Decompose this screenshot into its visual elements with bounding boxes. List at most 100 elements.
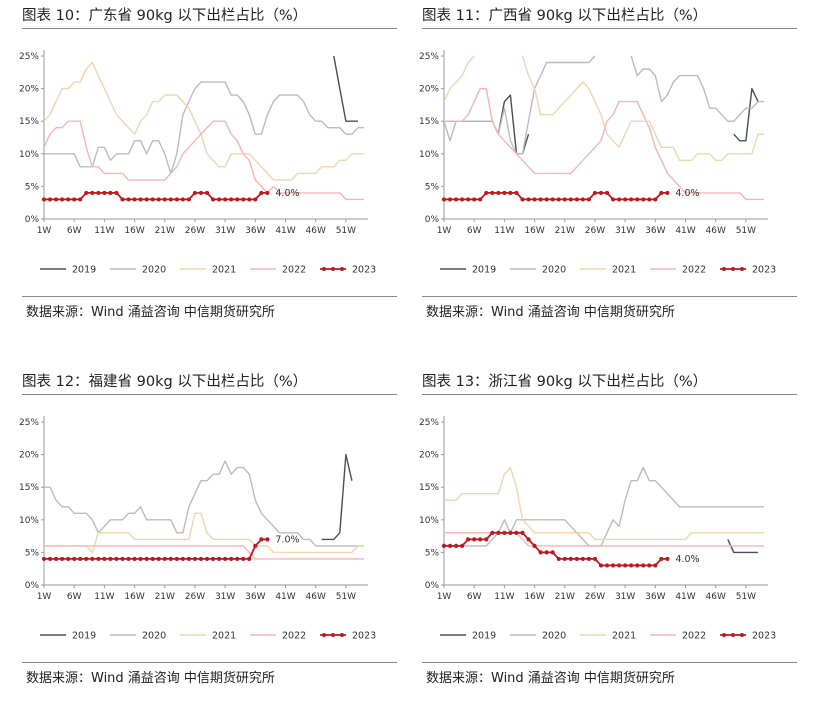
- series-point-2023: [96, 190, 101, 196]
- series-point-2023: [72, 197, 77, 202]
- x-tick-label: 51W: [736, 226, 756, 236]
- series-point-2023: [210, 556, 216, 562]
- series-point-2023: [41, 197, 47, 202]
- series-point-2023: [198, 190, 204, 196]
- series-point-2023: [580, 556, 585, 562]
- series-point-2023: [659, 190, 664, 196]
- series-point-2023: [198, 556, 204, 562]
- legend-item-2023: 2023: [320, 631, 376, 642]
- series-point-2023: [453, 197, 459, 202]
- y-tick-label: 15%: [419, 117, 439, 127]
- series-point-2023: [653, 197, 658, 202]
- series-point-2023: [466, 197, 471, 202]
- series-point-2023: [265, 190, 270, 196]
- x-tick-label: 21W: [555, 226, 575, 236]
- series-point-2023: [653, 563, 658, 568]
- series-point-2023: [241, 556, 246, 562]
- x-tick-label: 1W: [437, 592, 452, 602]
- series-point-2023: [114, 190, 119, 196]
- series-line-2020: [44, 81, 364, 175]
- series-point-2023: [616, 197, 622, 202]
- series-line-2023: [44, 192, 268, 201]
- legend-marker: [740, 267, 744, 271]
- x-tick-label: 31W: [215, 226, 235, 236]
- x-tick-label: 46W: [706, 226, 726, 236]
- y-tick-label: 15%: [19, 483, 39, 493]
- legend-item-2019: 2019: [440, 631, 496, 642]
- series-point-2023: [259, 190, 264, 196]
- legend-item-2019: 2019: [40, 631, 96, 642]
- series-point-2023: [216, 197, 222, 202]
- x-tick-label: 36W: [245, 226, 265, 236]
- data-label: 4.0%: [675, 188, 699, 199]
- series-line-2019: [727, 539, 758, 554]
- legend-item-2022: 2022: [250, 631, 306, 642]
- series-point-2023: [490, 530, 495, 535]
- source-note: 数据来源：Wind 涌益咨询 中信期货研究所: [26, 305, 275, 320]
- line-chart-guangxi: 0% 5% 10% 15% 20% 25% 1W 6W 11W 16W 21W 26W 31W 36W 41…: [419, 50, 776, 276]
- series-point-2023: [629, 197, 634, 202]
- series-point-2023: [574, 197, 579, 202]
- legend-item-2019: 2019: [440, 265, 496, 276]
- legend-marker: [322, 267, 326, 271]
- legend-item-2021: 2021: [580, 265, 636, 276]
- series-point-2023: [520, 530, 525, 535]
- legend-item-2020: 2020: [110, 631, 166, 642]
- series-point-2023: [616, 563, 622, 568]
- legend-item-2019: 2019: [40, 265, 96, 276]
- source-note: 数据来源：Wind 涌益咨询 中信期货研究所: [26, 671, 275, 686]
- legend-label: 2023: [352, 631, 376, 642]
- series-point-2023: [180, 197, 185, 202]
- legend-label: 2022: [282, 631, 306, 642]
- source-note: 数据来源：Wind 涌益咨询 中信期货研究所: [426, 305, 675, 320]
- legend-marker: [722, 633, 726, 637]
- title-rule: [22, 394, 397, 395]
- legend-item-2023: 2023: [720, 631, 776, 642]
- series-point-2023: [484, 537, 489, 542]
- series-point-2023: [665, 190, 670, 196]
- series-point-2023: [265, 537, 270, 542]
- series-point-2023: [120, 197, 125, 202]
- series-point-2023: [623, 197, 628, 202]
- series-point-2023: [641, 197, 646, 202]
- series-line-2020: [44, 460, 364, 547]
- series-point-2023: [60, 556, 65, 562]
- series-point-2023: [138, 556, 143, 562]
- series-point-2023: [447, 197, 453, 202]
- series-point-2023: [259, 537, 264, 542]
- x-tick-label: 1W: [437, 226, 452, 236]
- x-tick-label: 31W: [615, 592, 635, 602]
- source-rule: [422, 296, 797, 297]
- x-tick-label: 46W: [306, 226, 326, 236]
- line-chart-zhejiang: 0% 5% 10% 15% 20% 25% 1W 6W 11W 16W 21W 26W 31W 36W 41…: [419, 416, 776, 642]
- source-rule: [22, 296, 397, 297]
- legend-item-2020: 2020: [510, 265, 566, 276]
- series-point-2023: [508, 530, 513, 535]
- series-point-2023: [132, 556, 137, 562]
- series-point-2023: [162, 197, 167, 202]
- legend-label: 2020: [542, 265, 566, 276]
- y-tick-label: 10%: [19, 150, 39, 160]
- legend-marker: [722, 267, 726, 271]
- series-point-2023: [544, 550, 549, 555]
- series-point-2023: [556, 556, 561, 562]
- series-line-2020: [630, 55, 764, 122]
- series-point-2023: [635, 197, 640, 202]
- legend-marker: [322, 633, 326, 637]
- y-tick-label: 0%: [425, 581, 440, 591]
- series-point-2023: [192, 556, 198, 562]
- series-point-2023: [235, 197, 240, 202]
- legend-item-2020: 2020: [110, 265, 166, 276]
- x-tick-label: 11W: [94, 592, 114, 602]
- x-tick-label: 21W: [155, 592, 175, 602]
- series-point-2023: [502, 530, 507, 535]
- series-line-2022: [44, 545, 364, 560]
- series-point-2023: [538, 550, 543, 555]
- series-point-2023: [472, 537, 477, 542]
- series-point-2023: [253, 543, 258, 548]
- x-tick-label: 16W: [124, 226, 144, 236]
- series-line-2019: [444, 94, 530, 155]
- x-tick-label: 51W: [736, 592, 756, 602]
- series-point-2023: [192, 190, 198, 196]
- series-point-2023: [604, 190, 610, 196]
